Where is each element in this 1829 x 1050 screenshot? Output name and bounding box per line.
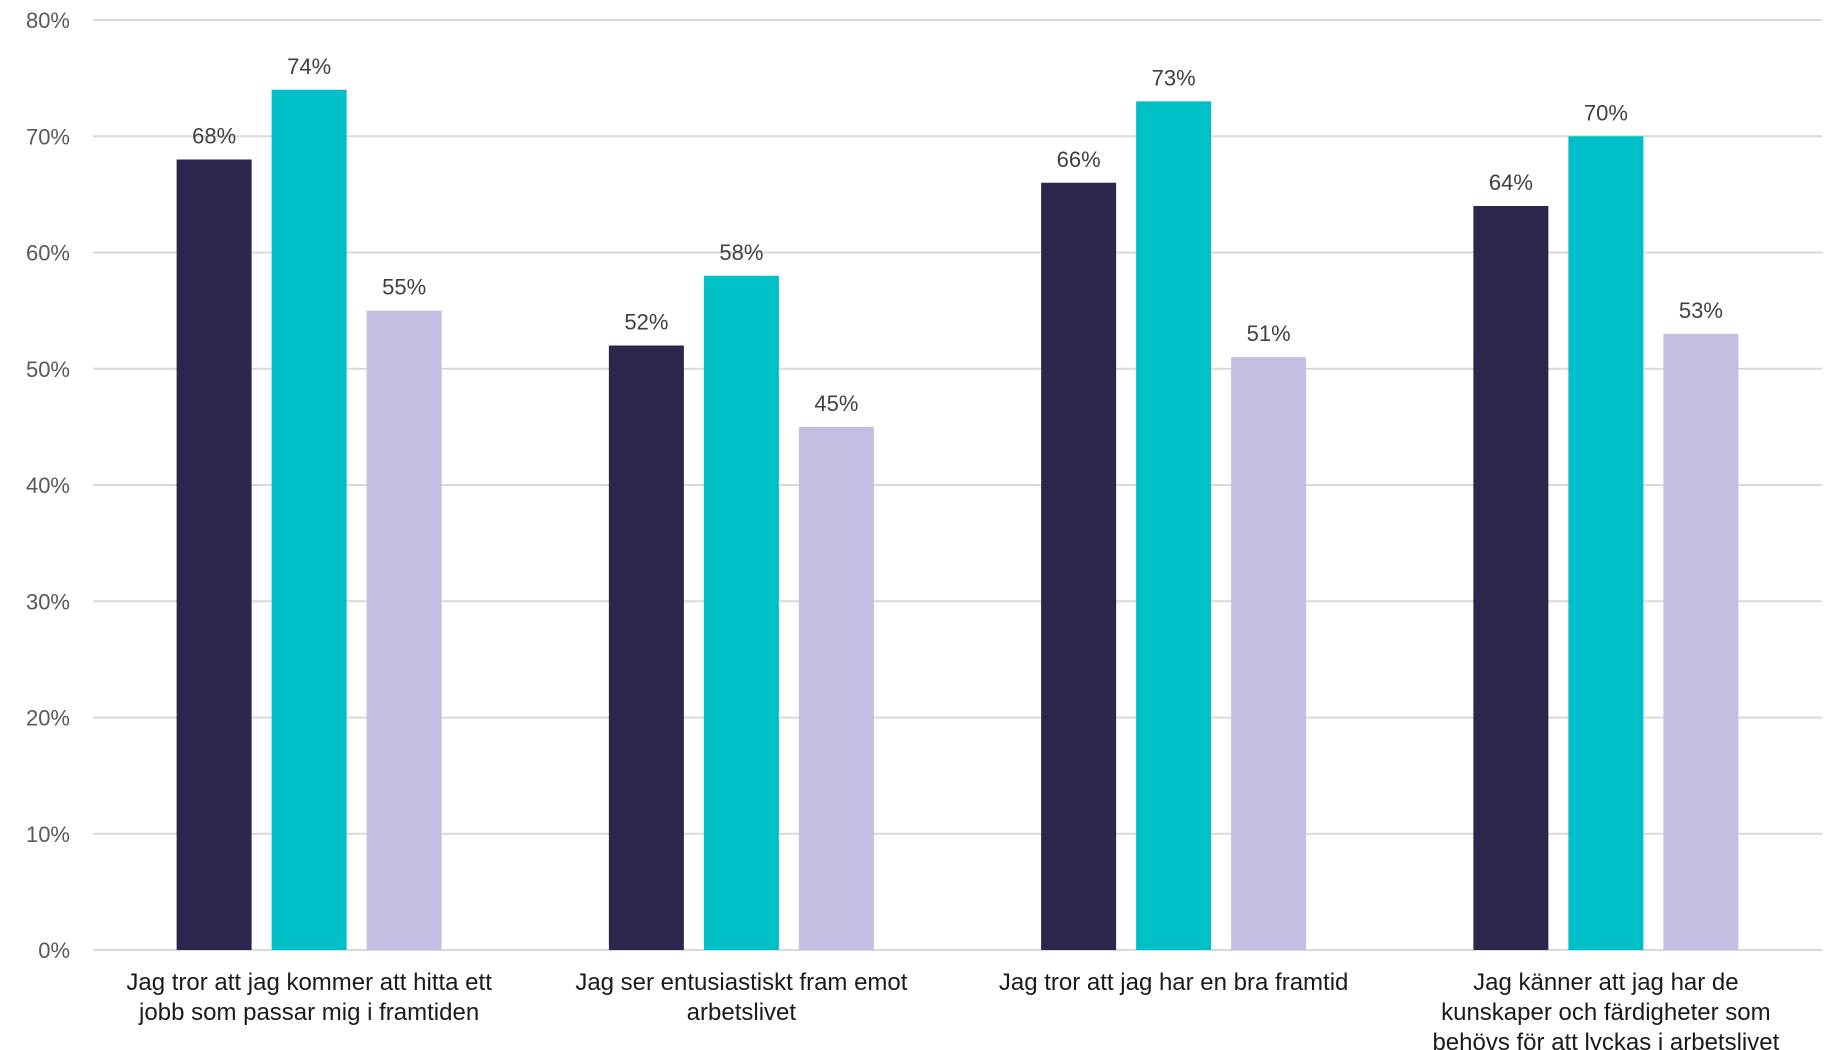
data-label-cat1-series2: 74% — [287, 54, 331, 79]
y-tick-label-60: 60% — [26, 241, 70, 266]
bar-cat1-series3 — [366, 310, 442, 950]
data-labels-layer: 68% 74% 55% 52% 58% 45% 66% 73% 51% 64% 70% 53% — [192, 54, 1723, 416]
category-label-line: Jag tror att jag har en bra framtid — [999, 969, 1349, 996]
grid-layer — [93, 19, 1822, 951]
category-label-line: Jag känner att jag har de — [1473, 969, 1739, 996]
category-label-line: Jag tror att jag kommer att hitta ett — [126, 969, 492, 996]
bar-cat4-series2 — [1568, 136, 1644, 950]
data-label-cat3-series2: 73% — [1152, 65, 1196, 90]
y-tick-label-30: 30% — [26, 589, 70, 614]
bar-cat2-series2 — [703, 275, 779, 950]
data-label-cat4-series3: 53% — [1679, 298, 1723, 323]
data-label-cat3-series3: 51% — [1247, 321, 1291, 346]
bar-cat4-series3 — [1663, 333, 1739, 950]
bar-cat3-series2 — [1136, 101, 1212, 950]
bar-cat2-series1 — [608, 345, 684, 950]
bar-cat4-series1 — [1473, 206, 1549, 950]
category-label-4: Jag känner att jag har de kunskaper och f… — [1432, 969, 1779, 1050]
y-tick-label-80: 80% — [26, 8, 70, 33]
y-tick-label-70: 70% — [26, 124, 70, 149]
category-label-line: jobb som passar mig i framtiden — [138, 999, 479, 1026]
data-label-cat1-series1: 68% — [192, 124, 236, 149]
y-tick-label-20: 20% — [26, 706, 70, 731]
y-tick-label-50: 50% — [26, 357, 70, 382]
category-label-1: Jag tror att jag kommer att hitta ett job… — [126, 969, 492, 1026]
bars-layer — [176, 89, 1739, 950]
data-label-cat4-series1: 64% — [1489, 170, 1533, 195]
data-label-cat4-series2: 70% — [1584, 100, 1628, 125]
y-tick-label-40: 40% — [26, 473, 70, 498]
data-label-cat2-series1: 52% — [624, 310, 668, 335]
y-tick-label-10: 10% — [26, 822, 70, 847]
category-labels-layer: Jag tror att jag kommer att hitta ett job… — [126, 969, 1779, 1050]
bar-cat3-series3 — [1231, 357, 1307, 950]
category-label-line: Jag ser entusiastiskt fram emot — [575, 969, 907, 996]
category-label-2: Jag ser entusiastiskt fram emot arbetsliv… — [575, 969, 907, 1026]
category-label-3: Jag tror att jag har en bra framtid — [999, 969, 1349, 996]
data-label-cat3-series1: 66% — [1057, 147, 1101, 172]
y-tick-label-0: 0% — [38, 938, 70, 963]
bar-cat3-series1 — [1041, 182, 1117, 950]
category-label-line: kunskaper och färdigheter som — [1441, 999, 1771, 1026]
category-label-line: arbetslivet — [687, 999, 797, 1026]
bar-cat1-series1 — [176, 159, 252, 950]
data-label-cat1-series3: 55% — [382, 275, 426, 300]
data-label-cat2-series2: 58% — [719, 240, 763, 265]
data-label-cat2-series3: 45% — [814, 391, 858, 416]
bar-cat2-series3 — [798, 426, 874, 950]
category-label-line: behövs för att lyckas i arbetslivet — [1432, 1029, 1779, 1050]
bar-cat1-series2 — [271, 89, 347, 950]
y-axis-ticks: 0% 10% 20% 30% 40% 50% 60% 70% 80% — [26, 8, 70, 963]
